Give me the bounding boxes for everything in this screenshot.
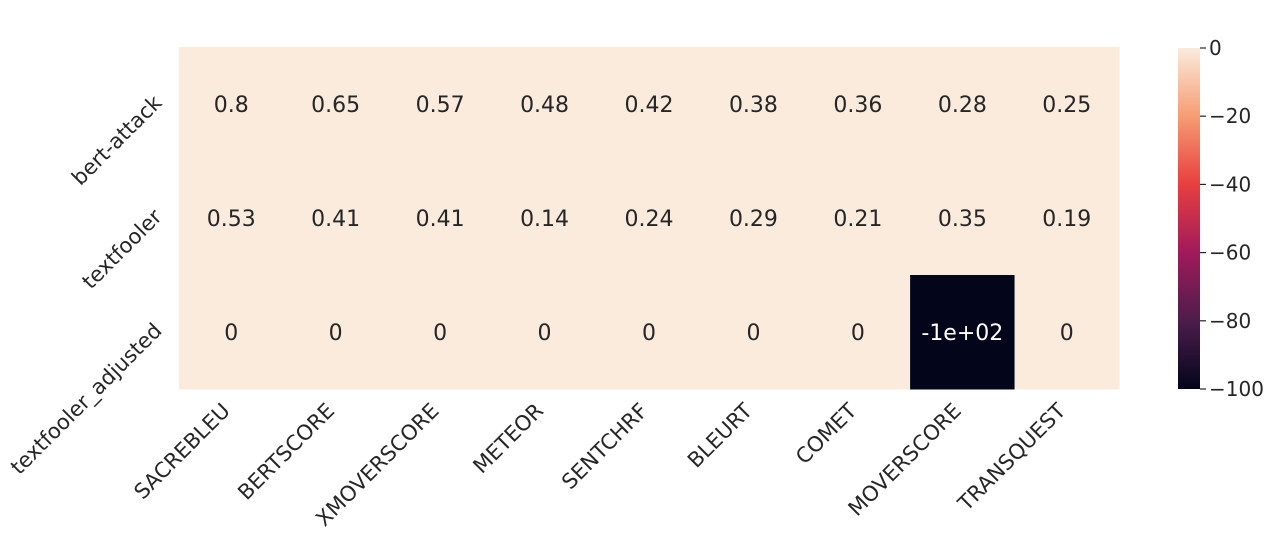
cell-value-label: 0.42 bbox=[625, 93, 674, 118]
heatmap-cell bbox=[283, 275, 389, 390]
heatmap-cell bbox=[492, 161, 598, 276]
cell-value-label: 0.19 bbox=[1042, 207, 1091, 232]
heatmap-cell bbox=[805, 275, 911, 390]
heatmap-cell bbox=[910, 47, 1016, 162]
cell-value-label: 0.36 bbox=[833, 93, 882, 118]
heatmap-cell bbox=[179, 275, 284, 390]
heatmap-cell bbox=[283, 161, 389, 276]
heatmap-cell bbox=[910, 161, 1016, 276]
colorbar-tick-label: 0 bbox=[1209, 36, 1222, 60]
cell-value-label: 0.41 bbox=[416, 207, 465, 232]
heatmap-cell bbox=[387, 161, 493, 276]
cell-value-label: 0.29 bbox=[729, 207, 778, 232]
cell-value-label: 0 bbox=[538, 321, 552, 346]
heatmap-cell bbox=[283, 47, 389, 162]
cell-value-label: 0.24 bbox=[625, 207, 674, 232]
x-tick-label: BLEURT bbox=[683, 398, 757, 472]
colorbar-tick-label: −40 bbox=[1209, 172, 1251, 196]
heatmap-cell bbox=[910, 275, 1016, 390]
heatmap-cell bbox=[1014, 275, 1120, 390]
colorbar-tick-label: −100 bbox=[1209, 377, 1264, 401]
heatmap-cell bbox=[596, 275, 702, 390]
heatmap-cells: 0.8 0.65 0.57 0.48 0.42 0.38 0.36 0.28 0.25 0.53 0… bbox=[179, 47, 1120, 390]
heatmap-cell bbox=[179, 47, 284, 162]
cell-value-label: 0 bbox=[746, 321, 760, 346]
x-tick-label: COMET bbox=[791, 398, 861, 468]
cell-value-label: 0 bbox=[1060, 321, 1074, 346]
cell-value-label: 0.28 bbox=[938, 93, 987, 118]
cell-value-label: 0.65 bbox=[311, 93, 360, 118]
y-tick-label: textfooler_adjusted bbox=[6, 319, 167, 480]
cell-value-label: 0.21 bbox=[833, 207, 882, 232]
heatmap-cell bbox=[387, 275, 493, 390]
x-tick-label: SACREBLEU bbox=[129, 399, 234, 504]
cell-value-label: -1e+02 bbox=[921, 321, 1003, 346]
y-tick-label: textfooler bbox=[77, 204, 166, 293]
colorbar-gradient bbox=[1178, 48, 1200, 389]
colorbar: 0 −20 −40 −60 −80 −100 bbox=[1178, 36, 1264, 401]
y-tick-label: bert-attack bbox=[67, 90, 167, 190]
colorbar-tick-label: −80 bbox=[1209, 309, 1251, 333]
cell-value-label: 0.35 bbox=[938, 207, 987, 232]
x-tick-label: TRANSQUEST bbox=[953, 398, 1071, 516]
cell-value-label: 0.57 bbox=[416, 93, 465, 118]
cell-value-label: 0.41 bbox=[311, 207, 360, 232]
heatmap-cell bbox=[805, 161, 911, 276]
cell-value-label: 0 bbox=[851, 321, 865, 346]
x-tick-label: SENTCHRF bbox=[557, 399, 652, 494]
cell-value-label: 0 bbox=[329, 321, 343, 346]
heatmap-cell bbox=[596, 47, 702, 162]
heatmap-cell bbox=[387, 47, 493, 162]
cell-value-label: 0.53 bbox=[207, 207, 256, 232]
cell-value-label: 0.14 bbox=[520, 207, 569, 232]
heatmap-cell bbox=[492, 275, 598, 390]
cell-value-label: 0 bbox=[433, 321, 447, 346]
heatmap-cell bbox=[701, 161, 807, 276]
x-tick-label: MOVERSCORE bbox=[844, 399, 966, 521]
cell-value-label: 0 bbox=[224, 321, 238, 346]
heatmap-cell bbox=[701, 275, 807, 390]
colorbar-tick-label: −60 bbox=[1209, 241, 1251, 265]
heatmap-cell bbox=[805, 47, 911, 162]
x-tick-label: METEOR bbox=[468, 399, 548, 479]
y-axis-labels: bert-attack textfooler textfooler_adjusted bbox=[6, 90, 167, 480]
cell-value-label: 0.8 bbox=[214, 93, 249, 118]
heatmap-cell bbox=[701, 47, 807, 162]
colorbar-tick-label: −20 bbox=[1209, 104, 1251, 128]
cell-value-label: 0.48 bbox=[520, 93, 569, 118]
heatmap-cell bbox=[1014, 161, 1120, 276]
cell-value-label: 0.38 bbox=[729, 93, 778, 118]
cell-value-label: 0 bbox=[642, 321, 656, 346]
cell-value-label: 0.25 bbox=[1042, 93, 1091, 118]
heatmap-cell bbox=[179, 161, 284, 276]
heatmap-cell bbox=[492, 47, 598, 162]
x-tick-label: BERTSCORE bbox=[233, 399, 339, 505]
heatmap-cell bbox=[1014, 47, 1120, 162]
heatmap-cell bbox=[596, 161, 702, 276]
